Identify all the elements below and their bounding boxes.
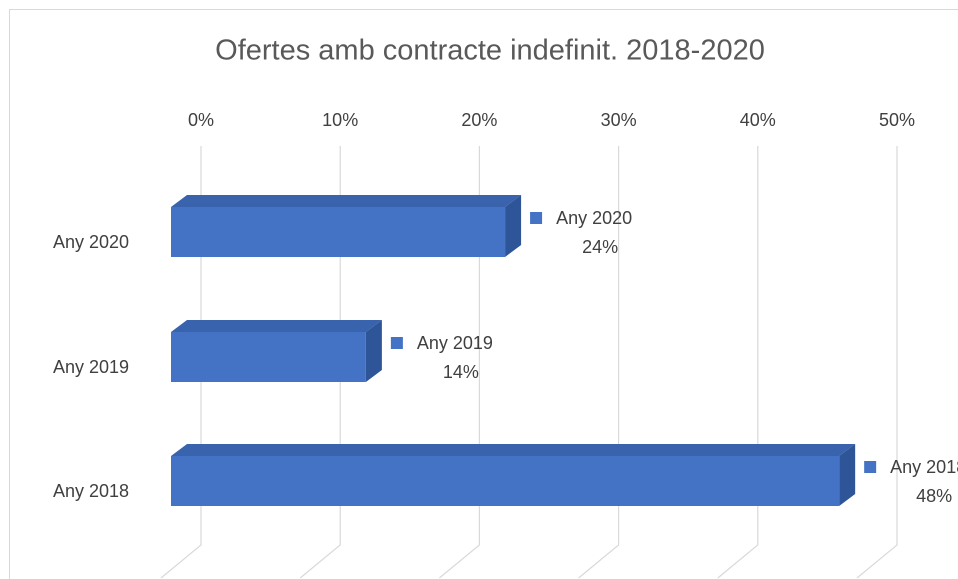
- legend-key: [530, 212, 543, 224]
- bar: [171, 207, 506, 257]
- chart-title: Ofertes amb contracte indefinit. 2018-20…: [215, 35, 765, 67]
- grid-line: [299, 146, 341, 579]
- data-label: 14%: [443, 362, 479, 382]
- bar: [171, 456, 840, 506]
- bar-top: [171, 195, 522, 207]
- grid-line: [578, 146, 620, 579]
- data-label: 48%: [916, 486, 952, 506]
- x-tick-label: 0%: [188, 110, 214, 130]
- bar-top: [171, 320, 382, 332]
- data-label-category: Any 2018: [890, 457, 958, 477]
- x-tick-label: 10%: [322, 110, 358, 130]
- y-tick-label: Any 2019: [53, 357, 129, 377]
- data-label-category: Any 2020: [556, 208, 632, 228]
- x-tick-label: 40%: [740, 110, 776, 130]
- grid-line: [717, 146, 759, 579]
- y-tick-label: Any 2018: [53, 481, 129, 501]
- data-label: 24%: [582, 237, 618, 257]
- legend-key: [864, 461, 877, 473]
- x-tick-label: 50%: [879, 110, 915, 130]
- bar-side: [505, 195, 522, 257]
- bar-side: [839, 444, 856, 506]
- grid-line: [856, 146, 898, 579]
- bar-side: [365, 320, 382, 382]
- bar-top: [171, 444, 856, 456]
- x-tick-label: 20%: [461, 110, 497, 130]
- x-tick-label: 30%: [601, 110, 637, 130]
- y-tick-label: Any 2020: [53, 232, 129, 252]
- grid-line: [439, 146, 480, 579]
- data-label-category: Any 2019: [417, 333, 493, 353]
- legend-key: [390, 337, 403, 349]
- bar: [171, 332, 366, 382]
- grid-line: [160, 146, 202, 579]
